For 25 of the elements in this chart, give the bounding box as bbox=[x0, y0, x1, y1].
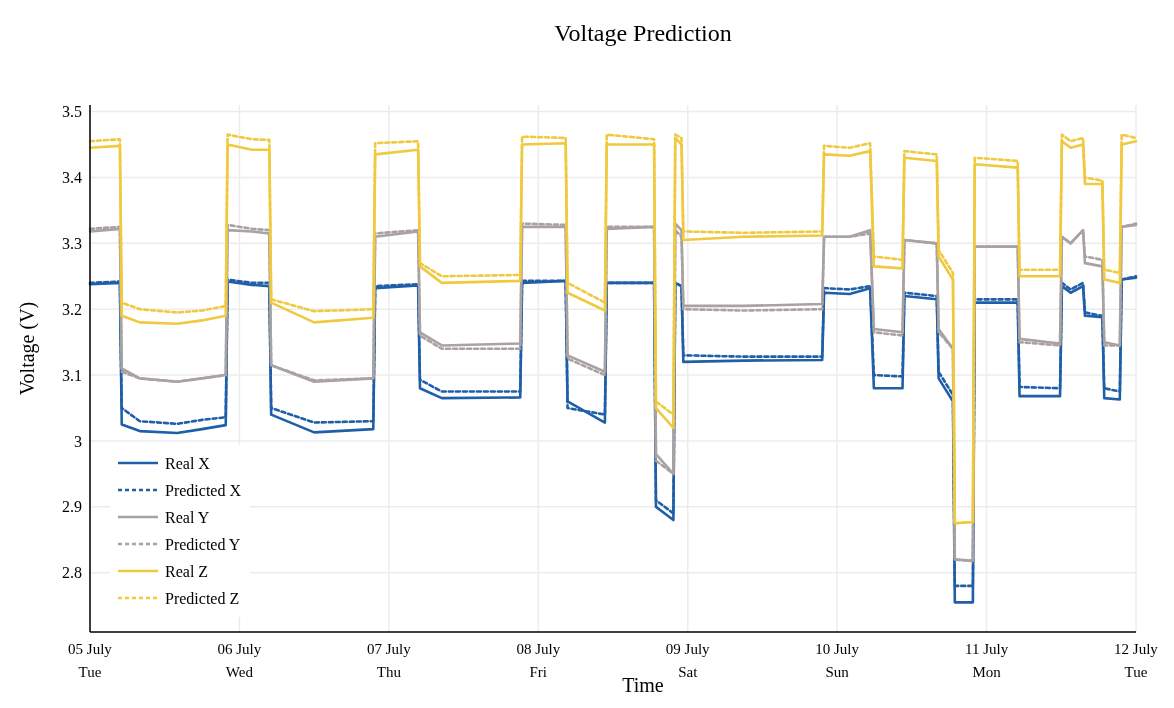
x-tick-label: 06 July Wed bbox=[217, 641, 262, 680]
chart-title: Voltage Prediction bbox=[554, 20, 732, 46]
legend-label: Predicted Z bbox=[165, 589, 240, 607]
x-tick-label: 12 July Tue bbox=[1114, 641, 1159, 680]
y-tick-label: 2.9 bbox=[62, 498, 82, 516]
y-tick-label: 2.8 bbox=[62, 564, 82, 582]
y-axis-title: Voltage (V) bbox=[16, 301, 39, 396]
y-tick-label: 3.1 bbox=[62, 366, 82, 384]
y-tick-label: 3.5 bbox=[62, 103, 82, 121]
x-tick-label: 10 July Sun bbox=[815, 641, 860, 680]
legend-label: Predicted X bbox=[165, 481, 242, 499]
y-tick-label: 3.2 bbox=[62, 300, 82, 318]
x-tick-label: 08 July Fri bbox=[516, 641, 561, 680]
legend-label: Real Z bbox=[165, 562, 209, 580]
legend-label: Predicted Y bbox=[165, 535, 241, 553]
legend-label: Real Y bbox=[165, 508, 210, 526]
x-axis-title: Time bbox=[622, 674, 664, 696]
x-tick-label: 05 July Tue bbox=[68, 641, 113, 680]
x-tick-label: 11 July Mon bbox=[964, 641, 1009, 680]
y-tick-label: 3 bbox=[74, 432, 82, 450]
x-tick-label: 09 July Sat bbox=[665, 641, 711, 680]
legend-label: Real X bbox=[165, 454, 211, 472]
x-tick-label: 07 July Thu bbox=[366, 641, 412, 680]
y-tick-label: 3.3 bbox=[62, 234, 82, 252]
y-tick-label: 3.4 bbox=[62, 169, 82, 187]
